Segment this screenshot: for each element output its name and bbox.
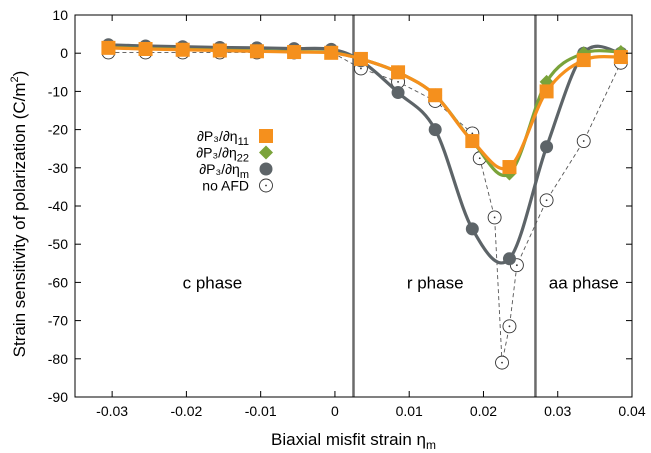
open-circle-dot <box>471 132 474 135</box>
y-tick-label: -80 <box>48 351 68 367</box>
phase-label: c phase <box>183 273 243 292</box>
data-point-eta_11 <box>539 84 554 99</box>
open-circle-dot <box>397 80 399 83</box>
legend-label: ∂P₃/∂ηm <box>199 161 249 181</box>
open-circle-dot <box>515 264 518 267</box>
y-tick-label: -90 <box>48 389 68 405</box>
data-point-eta_11 <box>353 51 368 66</box>
y-axis-label: Strain sensitivity of polarization (C/m2… <box>9 71 29 358</box>
legend-label-main: ∂P₃/∂η <box>199 161 240 177</box>
data-point-eta_11 <box>391 65 406 80</box>
legend-marker-eta_11 <box>259 129 273 143</box>
legend-label-sub: 11 <box>238 136 249 148</box>
legend-label-main: ∂P₃/∂η <box>197 128 238 144</box>
y-axis-label-sup: 2 <box>9 76 21 82</box>
legend-entry-eta_11: ∂P₃/∂η11 <box>197 128 273 148</box>
open-circle-dot <box>582 140 585 142</box>
open-circle-dot <box>545 199 548 202</box>
y-tick-label: -40 <box>48 198 68 214</box>
y-axis-label-end: ) <box>10 71 29 77</box>
series-group <box>101 38 628 370</box>
data-point-eta_11 <box>502 160 517 175</box>
open-circle-dot <box>360 67 362 70</box>
legend-label: ∂P₃/∂η11 <box>197 128 249 148</box>
y-tick-label: -30 <box>48 160 68 176</box>
data-point-eta_11 <box>613 50 628 65</box>
open-circle-dot <box>493 216 496 219</box>
legend-marker-noafd <box>259 178 273 193</box>
x-axis-label-main: Biaxial misfit strain η <box>271 430 426 449</box>
phase-label: aa phase <box>549 273 619 292</box>
data-point-eta_m <box>540 140 554 154</box>
y-tick-label: -70 <box>48 313 68 329</box>
legend-label-sub: 22 <box>237 153 249 165</box>
series-line-eta_m <box>108 43 622 265</box>
open-circle-dot <box>265 184 267 187</box>
data-point-eta_m <box>391 86 405 100</box>
x-tick-label: -0.02 <box>170 403 202 419</box>
x-tick-label: 0 <box>331 403 339 419</box>
data-point-noafd <box>495 355 509 370</box>
data-point-noafd <box>487 210 502 225</box>
data-point-eta_11 <box>324 45 339 60</box>
x-axis-label: Biaxial misfit strain ηm <box>271 430 436 452</box>
y-tick-label: -50 <box>48 236 68 252</box>
data-point-eta_11 <box>175 42 190 57</box>
data-point-eta_11 <box>576 53 591 68</box>
data-point-noafd <box>539 193 554 208</box>
y-axis-label-main: Strain sensitivity of polarization (C/m <box>10 82 29 357</box>
data-point-eta_11 <box>101 40 116 55</box>
legend-label-main: ∂P₃/∂η <box>196 145 237 161</box>
data-point-eta_11 <box>138 41 153 56</box>
legend-entry-eta_22: ∂P₃/∂η22 <box>196 145 273 165</box>
legend-marker-eta_m <box>259 162 273 176</box>
x-axis-label-sub: m <box>426 438 436 452</box>
series-eta_11 <box>101 40 628 175</box>
data-point-eta_11 <box>428 88 443 103</box>
x-tick-label: 0.04 <box>618 403 645 419</box>
legend-entry-noafd: no AFD <box>202 178 273 194</box>
axes: -0.03 -0.02 -0.01 0 0.01 0.02 0.03 0.04 10 0 -10 -2… <box>48 7 646 419</box>
data-point-noafd <box>502 319 517 334</box>
y-tick-label: 0 <box>60 45 68 61</box>
data-point-eta_11 <box>287 45 302 60</box>
legend-label-main: no AFD <box>202 178 249 194</box>
y-tick-label: -10 <box>48 83 68 99</box>
open-circle-dot <box>501 361 503 364</box>
legend-label: no AFD <box>202 178 249 194</box>
data-point-noafd <box>576 134 591 149</box>
y-tick-label: -20 <box>48 122 68 138</box>
data-point-eta_11 <box>212 43 227 58</box>
x-tick-label: 0.02 <box>470 403 497 419</box>
phase-label: r phase <box>407 273 464 292</box>
x-tick-label: 0.01 <box>396 403 423 419</box>
data-point-eta_m <box>465 222 479 236</box>
x-tick-label: -0.01 <box>245 403 277 419</box>
data-point-eta_11 <box>249 44 264 59</box>
phase-boundaries <box>352 15 537 397</box>
legend-label-sub: m <box>240 169 249 181</box>
y-tick-label: 10 <box>52 7 68 23</box>
open-circle-dot <box>478 157 481 160</box>
legend-entry-eta_m: ∂P₃/∂ηm <box>199 161 273 181</box>
legend-label: ∂P₃/∂η22 <box>196 145 249 165</box>
data-point-eta_11 <box>465 134 480 149</box>
legend-marker-eta_22 <box>259 145 273 160</box>
open-circle-dot <box>508 325 511 328</box>
data-point-eta_m <box>428 123 442 137</box>
data-point-eta_m <box>502 252 516 266</box>
x-tick-label: 0.03 <box>544 403 571 419</box>
y-tick-label: -60 <box>48 274 68 290</box>
x-tick-label: -0.03 <box>96 403 128 419</box>
